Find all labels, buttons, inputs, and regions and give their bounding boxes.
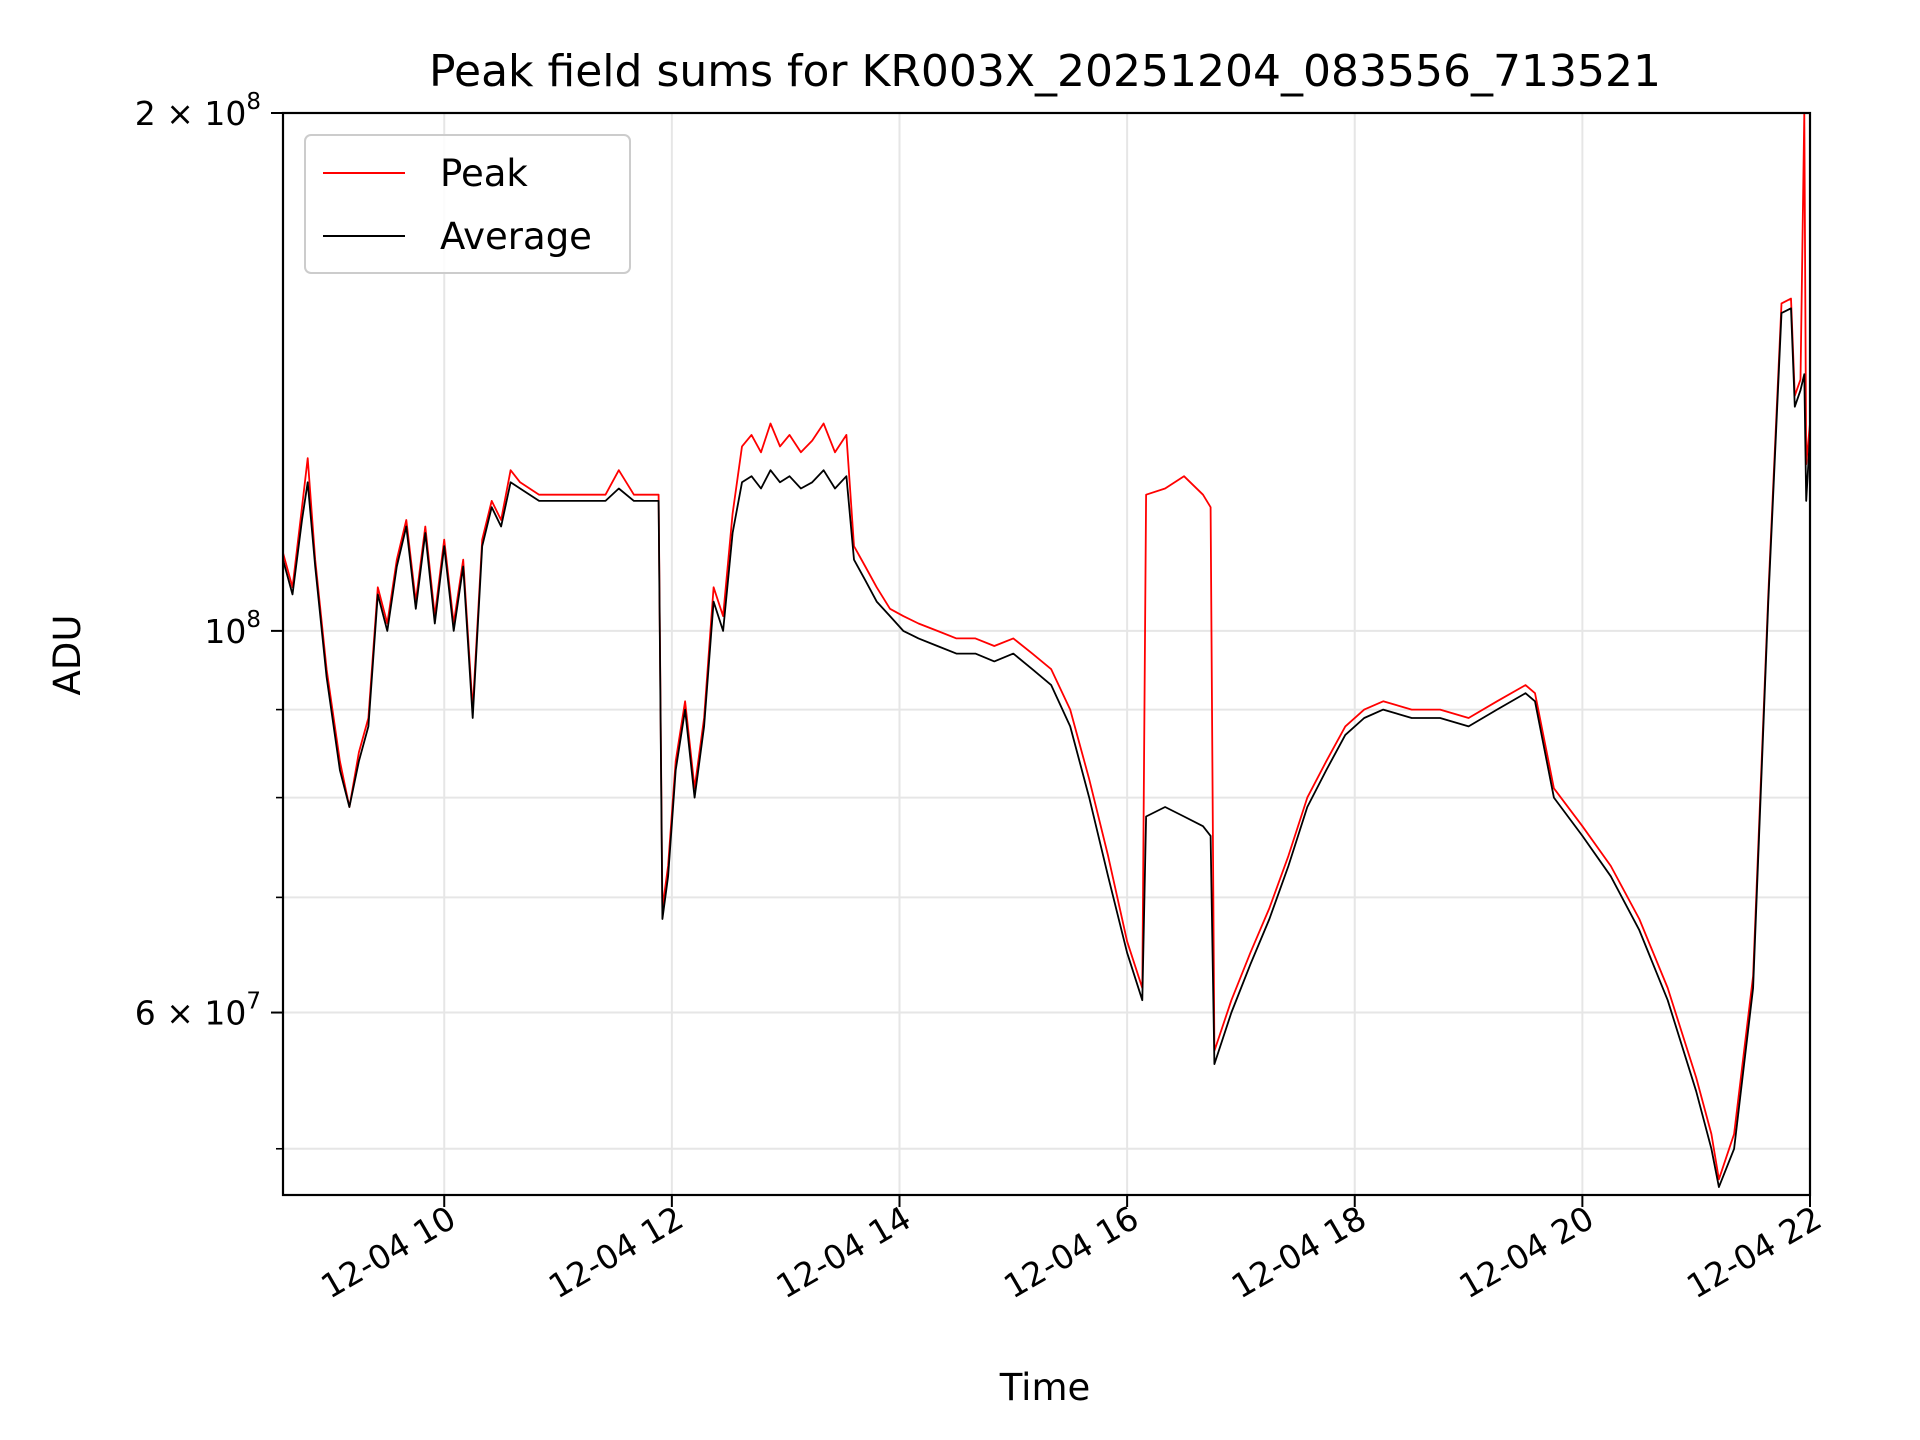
series-line-average <box>283 307 1810 1188</box>
chart-title: Peak field sums for KR003X_20251204_0835… <box>429 46 1661 97</box>
legend-label-average: Average <box>440 215 592 258</box>
legend-box <box>304 134 631 274</box>
plot-area <box>283 113 1810 1188</box>
axes-frame <box>281 111 1812 1197</box>
y-axis-label: ADU <box>46 615 89 696</box>
y-tick-label: 2 × 108 <box>135 89 261 133</box>
series-line-peak <box>283 113 1810 1181</box>
y-tick-label: 6 × 107 <box>135 989 261 1033</box>
x-axis-label: Time <box>999 1366 1091 1409</box>
legend-label-peak: Peak <box>440 152 528 195</box>
legend: Peak Average <box>304 134 631 274</box>
y-tick-label: 108 <box>204 607 261 651</box>
